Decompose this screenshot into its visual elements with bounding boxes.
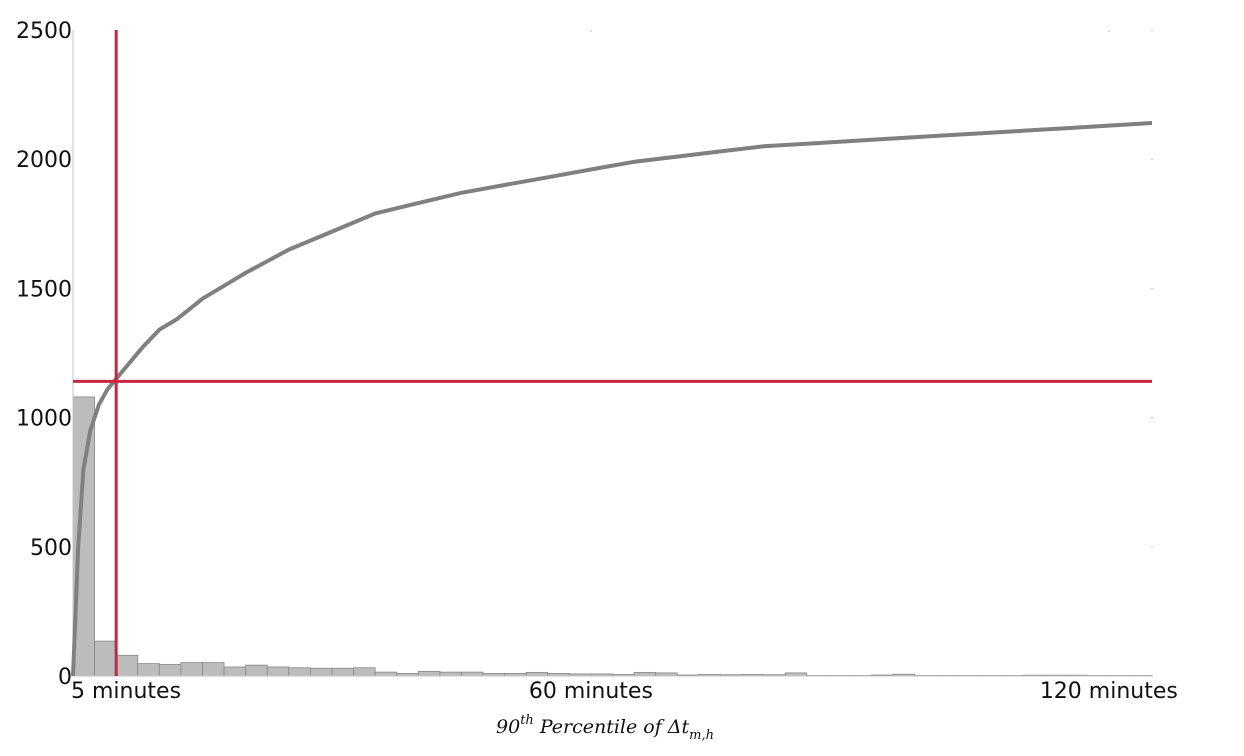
histogram-bar [288,667,311,677]
right-edge-ticks [1151,29,1153,677]
x-axis-label: 90th Percentile of Δtm,h [496,713,714,743]
y-tick-label: 1500 [16,277,72,302]
histogram-bar [439,671,462,677]
histogram-bar [309,667,333,677]
histogram-bar [525,671,549,677]
y-tick-labels: 0 500 1000 1500 2000 2500 [16,19,72,690]
histogram-bar [374,671,398,677]
x-tick-label: 60 minutes [529,679,653,704]
histogram-bar [223,666,247,677]
y-tick-label: 1000 [16,407,72,432]
x-axis-label-sub: m,h [689,728,714,743]
histogram-bar [633,671,657,677]
histogram-bar [266,666,290,677]
y-tick-label: 2500 [16,19,72,44]
y-tick-label: 0 [58,665,72,690]
histogram-bars [72,396,1153,677]
histogram-bar [180,662,203,677]
x-tick-labels: 5 minutes 60 minutes 120 minutes [71,679,1178,704]
x-axis-label-base: 90 [496,716,520,738]
x-axis-label-text: Percentile of Δt [539,716,690,738]
histogram-bar [461,671,484,677]
histogram-bar [115,654,139,677]
cumulative-count-curve [71,121,1153,677]
histogram-bar [417,670,441,677]
histogram-bar [137,663,160,677]
y-tick-label: 2000 [16,148,72,173]
x-tick-label: 5 minutes [71,679,181,704]
histogram-bar [202,662,225,677]
y-tick-label: 500 [30,536,72,561]
histogram-bar [353,667,376,677]
histogram-bar [331,667,354,677]
x-axis-label-sup: th [520,713,534,728]
histogram-bar [158,663,182,677]
x-tick-label: 120 minutes [1040,679,1178,704]
histogram-bar [245,664,268,677]
histogram-bar [94,640,117,677]
top-edge-ticks [115,30,1110,32]
